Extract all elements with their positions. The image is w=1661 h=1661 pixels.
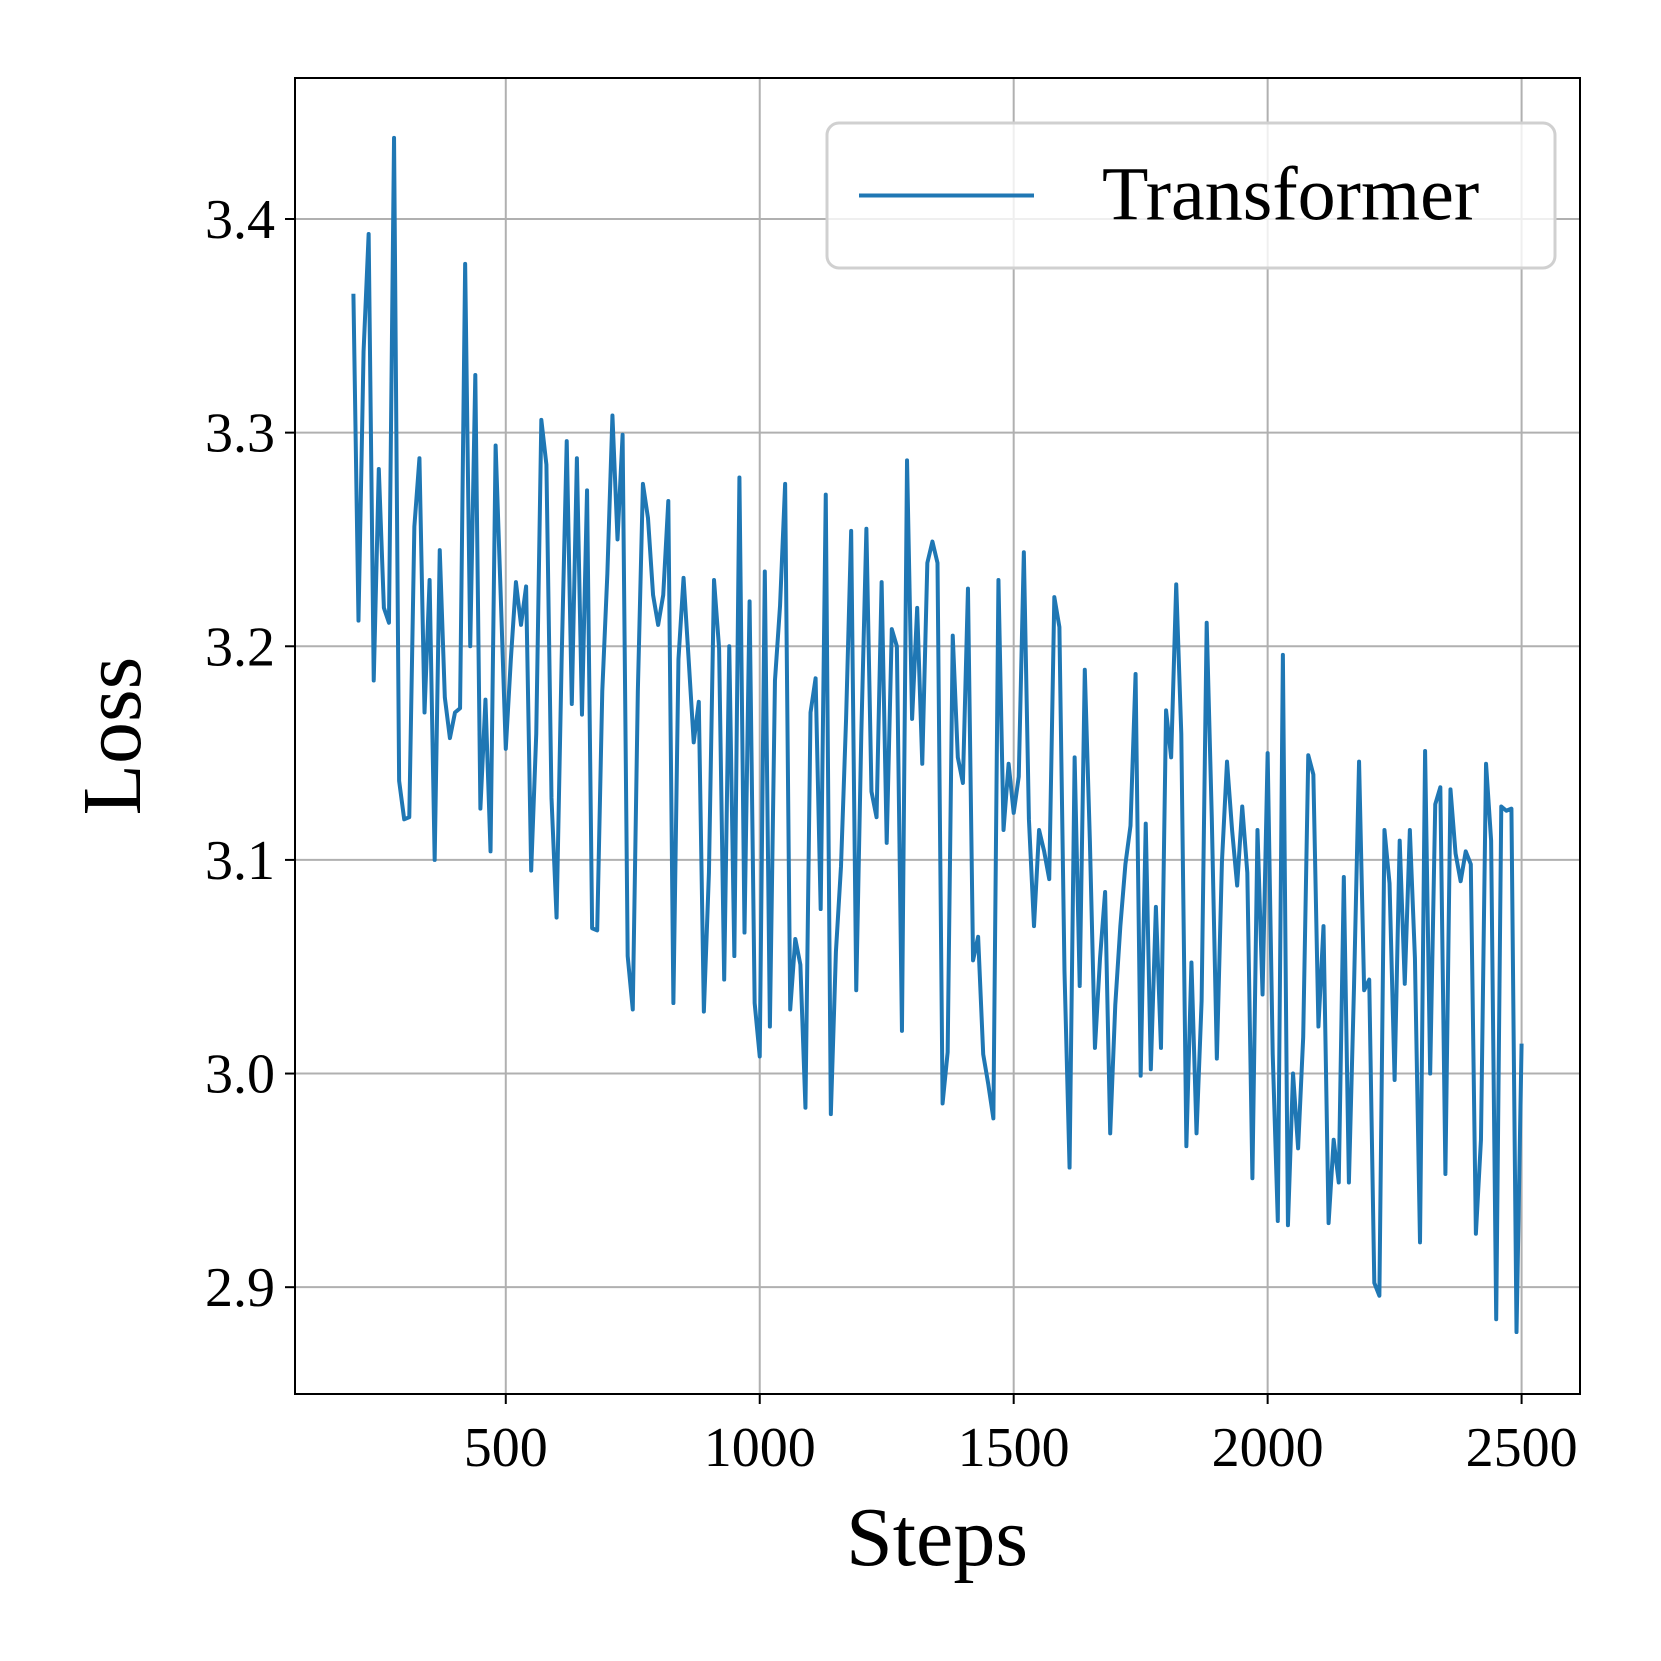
x-tick-label: 2500 <box>1466 1417 1578 1479</box>
x-tick-label: 2000 <box>1212 1417 1324 1479</box>
y-axis-label: Loss <box>66 657 159 816</box>
y-tick-label: 3.2 <box>205 616 275 678</box>
legend-label: Transformer <box>1102 153 1479 237</box>
y-tick-label: 2.9 <box>205 1257 275 1319</box>
y-tick-label: 3.0 <box>205 1044 275 1106</box>
y-tick-label: 3.3 <box>205 403 275 465</box>
line <box>351 135 1524 1335</box>
y-tick-label: 3.4 <box>205 189 275 251</box>
x-tick-label: 500 <box>464 1417 548 1479</box>
plot-frame <box>294 77 1581 1395</box>
legend-box <box>825 121 1557 270</box>
x-tick-label: 1000 <box>704 1417 816 1479</box>
x-tick-label: 1500 <box>958 1417 1070 1479</box>
x-axis-label: Steps <box>846 1491 1028 1584</box>
y-tick-label: 3.1 <box>205 830 275 892</box>
